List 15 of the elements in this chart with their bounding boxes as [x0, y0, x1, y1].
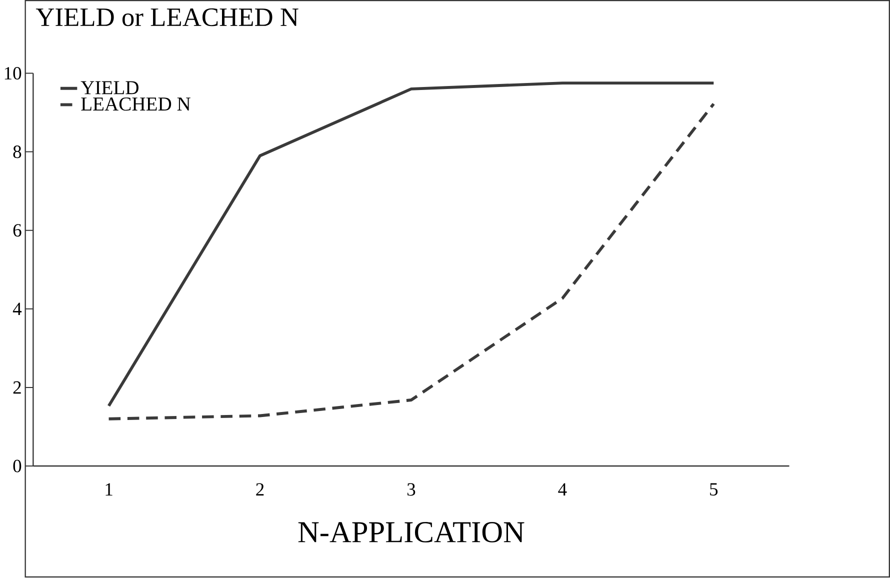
legend-label: LEACHED N: [81, 98, 190, 111]
x-tick-label: 2: [256, 483, 264, 496]
chart-title: YIELD or LEACHED N: [36, 8, 298, 26]
x-tick-label: 1: [106, 483, 112, 496]
y-tick-label: 0: [13, 460, 22, 473]
x-tick-label: 3: [407, 483, 416, 496]
y-tick-label: 6: [13, 224, 22, 237]
y-tick-label: 10: [4, 67, 22, 80]
x-tick-label: 4: [558, 483, 567, 496]
y-tick-label: 8: [13, 146, 22, 158]
legend-label: YIELD: [80, 81, 138, 94]
x-tick-label: 5: [710, 483, 718, 496]
y-tick-label: 4: [12, 303, 22, 316]
x-axis-title: N-APPLICATION: [298, 522, 524, 543]
y-tick-label: 2: [13, 382, 21, 394]
